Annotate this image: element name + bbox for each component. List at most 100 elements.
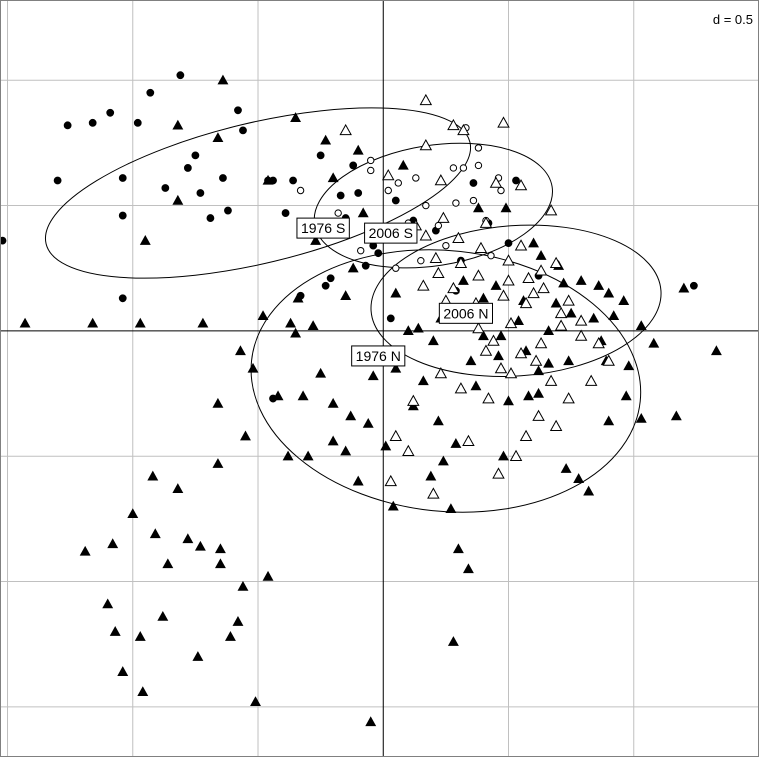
point-2006-n — [339, 123, 352, 136]
point-1976-n — [327, 172, 339, 183]
point-1976-s — [224, 206, 232, 215]
point-1976-n — [543, 357, 555, 368]
point-1976-n — [315, 367, 327, 378]
point-1976-s — [219, 174, 227, 182]
point-2006-n — [549, 256, 563, 269]
ellipse-2006-n — [370, 224, 662, 377]
point-2006-s — [434, 221, 443, 230]
point-2006-s — [497, 186, 505, 195]
point-1976-n — [352, 144, 364, 155]
point-2006-n — [384, 474, 398, 487]
point-2006-n — [419, 93, 433, 106]
point-1976-n — [678, 282, 690, 293]
point-2006-n — [497, 289, 510, 301]
point-2006-n — [514, 239, 528, 251]
point-2006-n — [549, 419, 563, 431]
point-2006-n — [479, 344, 493, 356]
point-1976-n — [523, 390, 534, 401]
point-1976-n — [462, 563, 474, 574]
point-1976-s — [146, 88, 155, 97]
point-1976-n — [603, 287, 615, 298]
point-1976-n — [427, 335, 439, 346]
point-1976-n — [390, 287, 402, 298]
point-2006-n — [402, 444, 415, 457]
point-1976-n — [362, 417, 374, 428]
point-1976-n — [563, 355, 575, 366]
point-1976-n — [593, 280, 605, 290]
point-2006-n — [519, 429, 533, 441]
point-1976-n — [290, 112, 302, 122]
point-1976-n — [390, 362, 402, 373]
point-1976-s — [504, 239, 513, 248]
point-2006-n — [482, 392, 495, 404]
point-2006-s — [357, 246, 365, 255]
point-1976-n — [197, 317, 209, 328]
point-1976-n — [603, 415, 615, 426]
point-1976-n — [340, 290, 352, 300]
point-1976-n — [533, 365, 545, 376]
point-2006-n — [514, 347, 528, 359]
point-1976-n — [447, 636, 459, 646]
point-1976-s — [316, 151, 325, 160]
point-1976-s — [176, 71, 185, 80]
point-1976-s — [106, 108, 115, 117]
point-1976-n — [247, 362, 259, 373]
point-1976-n — [495, 330, 507, 341]
point-1976-n — [157, 610, 169, 621]
point-1976-n — [367, 370, 379, 381]
point-2006-n — [529, 354, 543, 366]
point-1976-n — [345, 410, 357, 421]
point-1976-n — [493, 350, 504, 361]
point-1976-s — [183, 164, 192, 172]
point-1976-n — [558, 277, 570, 288]
point-2006-n — [502, 274, 515, 286]
point-1976-s — [196, 189, 205, 197]
point-1976-n — [452, 543, 464, 554]
point-1976-n — [212, 397, 224, 408]
point-1976-n — [212, 132, 224, 143]
point-2006-n — [437, 211, 450, 223]
point-2006-s — [296, 186, 305, 195]
point-1976-s — [234, 106, 242, 115]
point-2006-n — [474, 241, 488, 253]
point-1976-n — [450, 438, 462, 448]
point-1976-n — [478, 292, 489, 303]
point-2006-n — [509, 449, 523, 462]
point-1976-n — [478, 330, 489, 341]
point-1976-s — [512, 176, 520, 185]
point-1976-n — [437, 455, 449, 466]
point-1976-n — [257, 310, 269, 321]
point-1976-n — [397, 159, 409, 170]
point-2006-s — [384, 186, 392, 195]
point-1976-n — [109, 626, 121, 636]
point-2006-n — [452, 231, 465, 243]
point-2006-n — [497, 116, 510, 128]
point-1976-n — [297, 390, 309, 401]
point-2006-n — [447, 281, 460, 294]
point-2006-n — [492, 467, 505, 479]
point-1976-s — [118, 211, 127, 220]
point-1976-n — [445, 503, 457, 514]
point-1976-n — [162, 558, 174, 569]
point-2006-n — [457, 123, 470, 136]
point-2006-n — [502, 254, 515, 266]
point-2006-n — [487, 334, 500, 346]
point-1976-n — [285, 317, 297, 328]
point-2006-s — [412, 174, 420, 182]
point-2006-s — [452, 199, 460, 207]
point-1976-n — [127, 508, 139, 519]
point-1976-n — [608, 310, 620, 321]
point-2006-n — [592, 336, 605, 349]
label-text-1976-n: 1976 N — [356, 348, 401, 364]
point-1976-n — [340, 445, 352, 456]
point-1976-n — [472, 202, 484, 213]
point-1976-n — [402, 325, 414, 336]
point-2006-n — [489, 176, 503, 188]
point-2006-n — [554, 306, 568, 319]
point-1976-n — [635, 320, 647, 331]
point-2006-s — [367, 156, 375, 165]
point-1976-s — [63, 121, 72, 130]
point-1976-n — [282, 450, 294, 461]
point-1976-n — [19, 317, 31, 328]
